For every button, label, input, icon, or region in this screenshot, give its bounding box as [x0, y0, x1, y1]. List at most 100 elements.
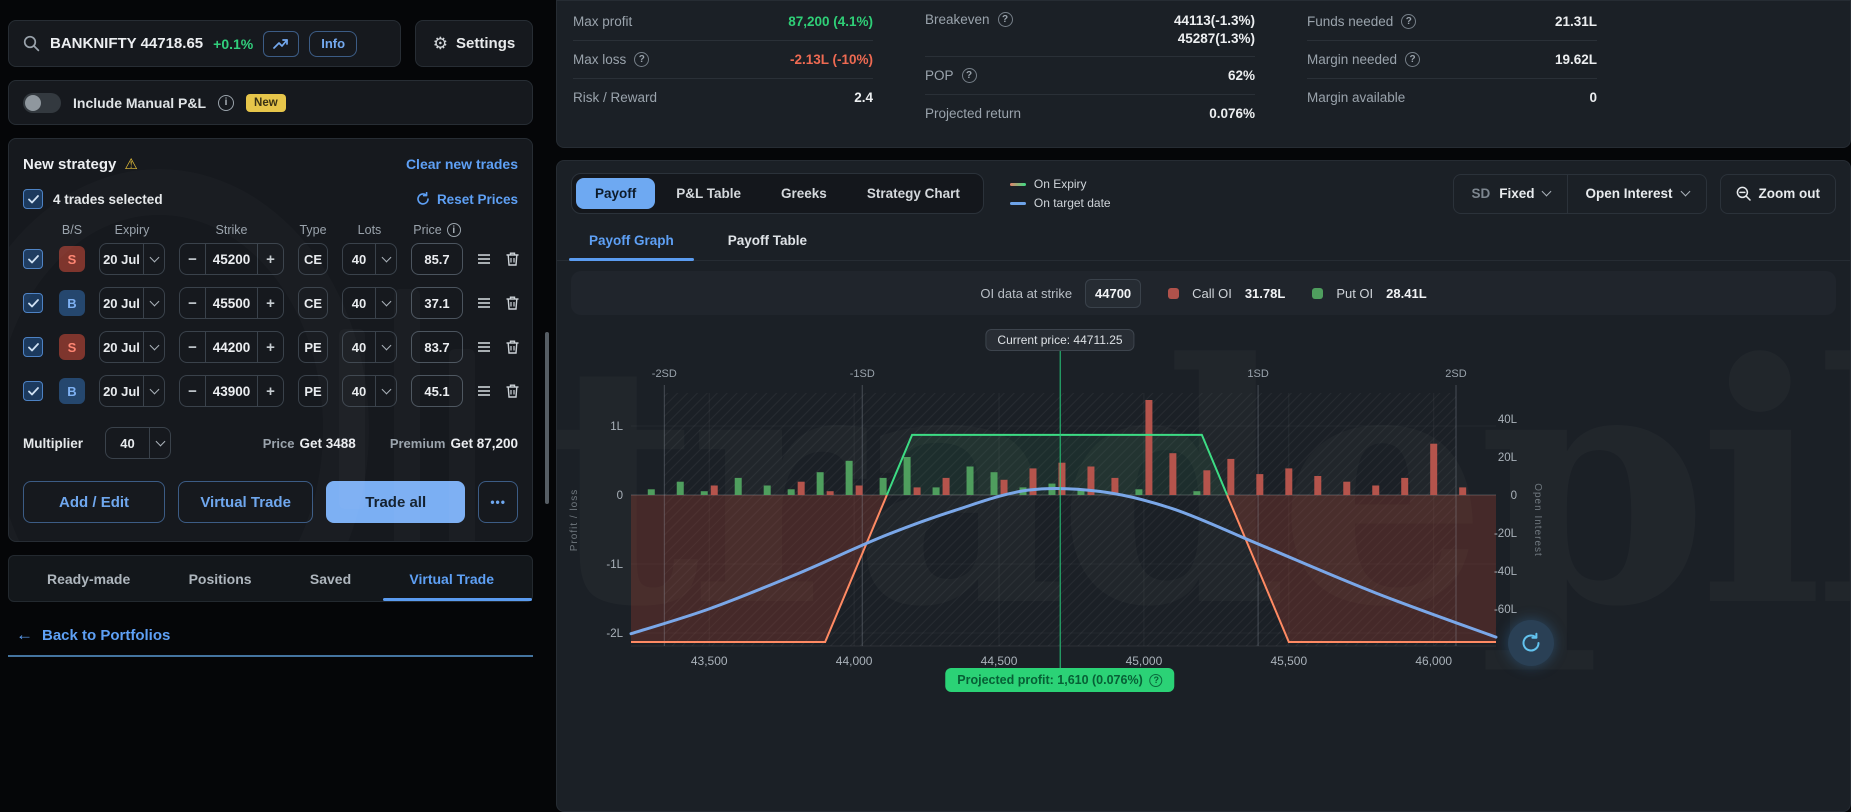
strike-decrement-button[interactable]: [180, 244, 205, 274]
symbol-search-bar[interactable]: BANKNIFTY 44718.65 +0.1% Info: [8, 20, 401, 67]
trash-icon[interactable]: [505, 296, 519, 310]
lots-select[interactable]: 40: [342, 287, 397, 319]
expiry-select[interactable]: 20 Jul: [99, 287, 165, 319]
expiry-select[interactable]: 20 Jul: [99, 243, 165, 275]
option-type[interactable]: CE: [298, 243, 328, 275]
tab-saved[interactable]: Saved: [309, 570, 352, 587]
svg-text:2SD: 2SD: [1445, 368, 1466, 380]
trash-icon[interactable]: [505, 252, 519, 266]
svg-text:-20L: -20L: [1494, 528, 1518, 540]
price-info-icon[interactable]: [446, 223, 461, 237]
trade-checkbox[interactable]: [23, 381, 43, 401]
price-input[interactable]: 83.7: [411, 331, 463, 363]
strike-increment-button[interactable]: [258, 376, 283, 406]
option-type[interactable]: CE: [298, 287, 328, 319]
expiry-select[interactable]: 20 Jul: [99, 375, 165, 407]
chevron-down-icon: [149, 340, 159, 350]
trade-row: S 20 Jul 45200 CE 40 85.7: [23, 237, 518, 281]
refresh-button[interactable]: [1508, 620, 1554, 666]
settings-button[interactable]: ⚙ Settings: [415, 20, 533, 67]
strike-increment-button[interactable]: [258, 244, 283, 274]
projected-profit-badge[interactable]: Projected profit: 1,610 (0.076%): [945, 668, 1175, 692]
svg-text:40L: 40L: [1498, 414, 1518, 426]
help-icon[interactable]: [1401, 14, 1417, 29]
virtual-trade-button[interactable]: Virtual Trade: [178, 481, 314, 523]
select-all-checkbox[interactable]: [23, 189, 43, 209]
price-input[interactable]: 37.1: [411, 287, 463, 319]
tab-ready-made[interactable]: Ready-made: [47, 570, 131, 587]
chart-tab-greeks[interactable]: Greeks: [781, 186, 827, 201]
zoom-out-button[interactable]: Zoom out: [1719, 173, 1836, 214]
add-edit-button[interactable]: Add / Edit: [23, 481, 166, 523]
tab-positions[interactable]: Positions: [188, 570, 252, 587]
side-badge[interactable]: S: [59, 334, 85, 360]
strike-decrement-button[interactable]: [180, 332, 205, 362]
strike-increment-button[interactable]: [258, 288, 283, 318]
sd-dropdown[interactable]: SD Fixed: [1454, 175, 1567, 213]
svg-text:-40L: -40L: [1494, 566, 1518, 578]
lots-select[interactable]: 40: [342, 375, 397, 407]
payoff-chart-svg[interactable]: -2SD -1SD 1SD 2SD 43,500 44,000 44,500 45,000 45…: [557, 315, 1851, 785]
trade-checkbox[interactable]: [23, 249, 43, 269]
expiry-select[interactable]: 20 Jul: [99, 331, 165, 363]
check-icon: [27, 342, 39, 351]
trade-all-button[interactable]: Trade all: [326, 481, 466, 523]
check-icon: [27, 254, 39, 263]
multiplier-label: Multiplier: [23, 435, 83, 451]
side-badge[interactable]: S: [59, 246, 85, 272]
lots-select[interactable]: 40: [342, 331, 397, 363]
multiplier-select[interactable]: 40: [105, 427, 171, 459]
back-to-portfolios-link[interactable]: Back to Portfolios: [8, 615, 533, 657]
warning-icon[interactable]: [124, 155, 137, 173]
option-type[interactable]: PE: [298, 375, 328, 407]
strike-decrement-button[interactable]: [180, 376, 205, 406]
chart-tab-payoff[interactable]: Payoff: [576, 178, 656, 209]
reset-prices-link[interactable]: Reset Prices: [416, 192, 518, 207]
strike-stepper: 43900: [179, 375, 284, 407]
help-icon[interactable]: [634, 52, 650, 67]
strike-increment-button[interactable]: [258, 332, 283, 362]
lots-select[interactable]: 40: [342, 243, 397, 275]
trade-checkbox[interactable]: [23, 337, 43, 357]
chart-tab-strategy-chart[interactable]: Strategy Chart: [866, 186, 960, 201]
help-icon[interactable]: [961, 68, 977, 83]
help-icon[interactable]: [1405, 52, 1421, 67]
oi-strike-input[interactable]: 44700: [1085, 278, 1142, 308]
tab-virtual-trade[interactable]: Virtual Trade: [383, 556, 532, 601]
help-icon[interactable]: [997, 12, 1013, 27]
price-input[interactable]: 85.7: [411, 243, 463, 275]
svg-text:-2L: -2L: [606, 628, 623, 640]
strike-decrement-button[interactable]: [180, 288, 205, 318]
svg-text:45,500: 45,500: [1270, 654, 1307, 668]
side-badge[interactable]: B: [59, 378, 85, 404]
option-type[interactable]: PE: [298, 331, 328, 363]
svg-text:-2SD: -2SD: [652, 368, 677, 380]
more-options-button[interactable]: [478, 481, 518, 523]
chart-trend-button[interactable]: [263, 30, 300, 57]
menu-icon[interactable]: [477, 297, 491, 309]
subtab-payoff-graph[interactable]: Payoff Graph: [569, 220, 694, 261]
chevron-down-icon: [149, 252, 159, 262]
chart-tab-p-l-table[interactable]: P&L Table: [676, 186, 742, 201]
open-interest-dropdown[interactable]: Open Interest: [1567, 174, 1705, 213]
info-circle-icon[interactable]: [218, 94, 235, 111]
subtab-payoff-table[interactable]: Payoff Table: [727, 233, 808, 248]
clear-new-trades-link[interactable]: Clear new trades: [405, 156, 518, 172]
menu-icon[interactable]: [477, 253, 491, 265]
trash-icon[interactable]: [505, 340, 519, 354]
manual-pnl-toggle[interactable]: [23, 92, 61, 113]
menu-icon[interactable]: [477, 385, 491, 397]
side-badge[interactable]: B: [59, 290, 85, 316]
menu-icon[interactable]: [477, 341, 491, 353]
trade-checkbox[interactable]: [23, 293, 43, 313]
info-button[interactable]: Info: [309, 30, 358, 57]
svg-text:46,000: 46,000: [1415, 654, 1452, 668]
trash-icon[interactable]: [505, 384, 519, 398]
scrollbar-thumb[interactable]: [545, 332, 549, 504]
stat-margin-available: Margin available 0: [1307, 90, 1597, 105]
trade-row: S 20 Jul 44200 PE 40 83.7: [23, 325, 518, 369]
chevron-down-icon: [1680, 186, 1690, 197]
price-input[interactable]: 45.1: [411, 375, 463, 407]
stat-funds-needed: Funds needed 21.31L: [1307, 3, 1597, 41]
chevron-down-icon: [1542, 186, 1552, 197]
